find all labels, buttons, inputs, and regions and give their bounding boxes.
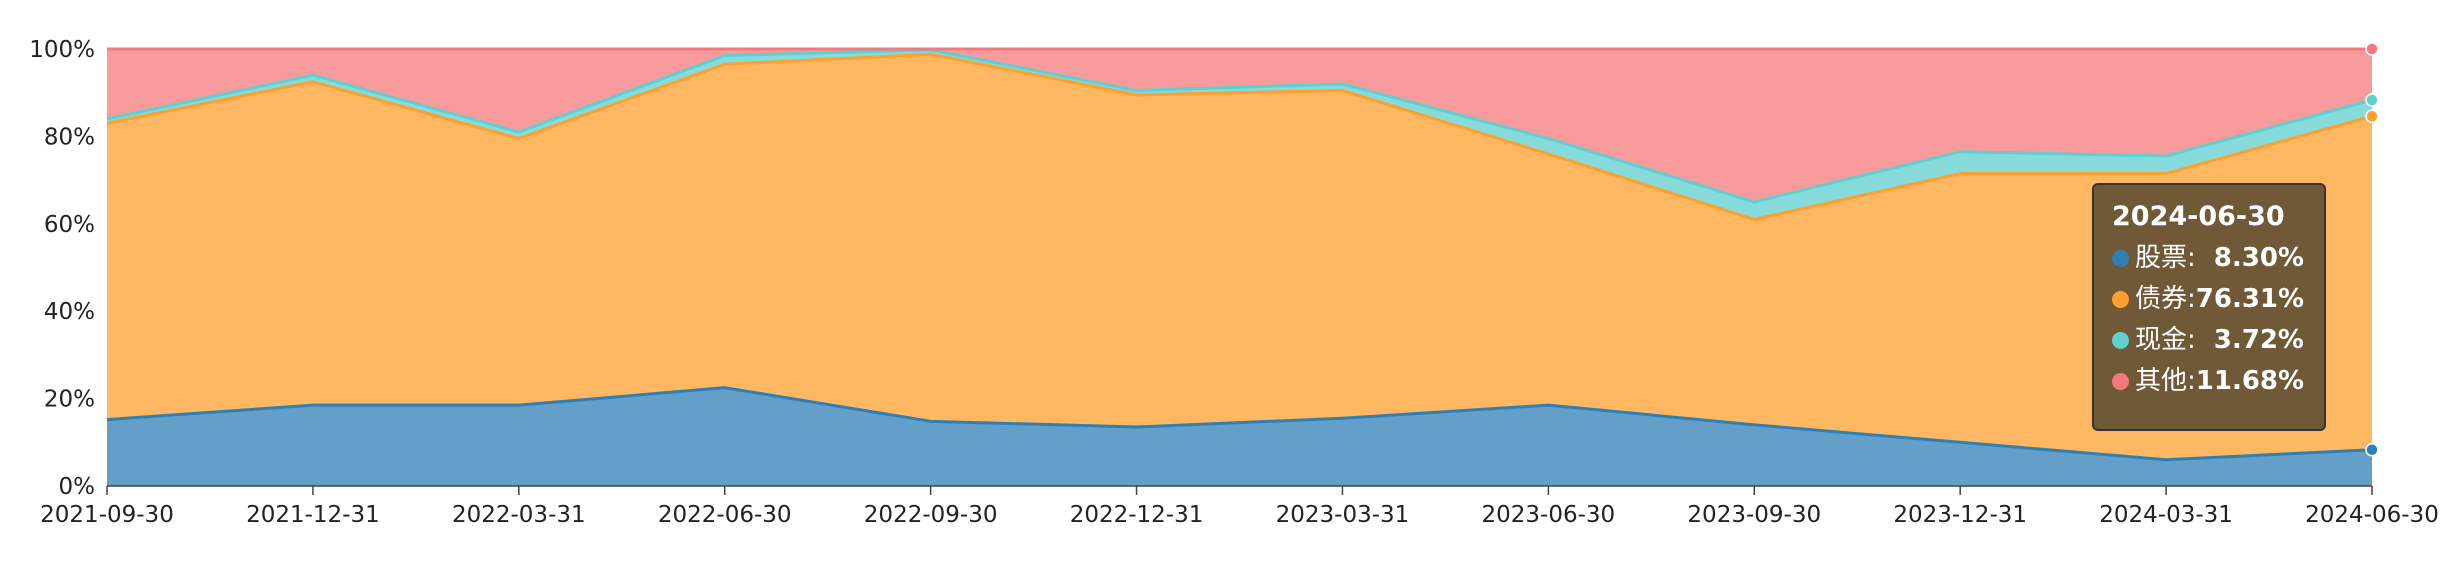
x-tick-label: 2021-12-31 bbox=[246, 502, 380, 528]
axes bbox=[106, 485, 2373, 495]
tooltip-row-cash: 现金: 3.72% bbox=[2112, 320, 2306, 361]
x-tick-label: 2024-03-31 bbox=[2099, 502, 2233, 528]
hover-point-2 bbox=[2365, 109, 2379, 124]
y-tick-label: 0% bbox=[59, 474, 96, 500]
tooltip-value: 3.72% bbox=[2213, 325, 2304, 355]
tooltip-label: 股票: bbox=[2135, 243, 2196, 273]
series-line-1 bbox=[106, 386, 2373, 462]
tooltip-row-stock: 股票: 8.30% bbox=[2112, 238, 2306, 279]
area-1 bbox=[107, 387, 2372, 486]
area-2 bbox=[107, 54, 2372, 460]
bond-color-dot bbox=[2112, 291, 2129, 308]
other-color-dot bbox=[2112, 373, 2129, 390]
x-tick-label: 2022-12-31 bbox=[1070, 502, 1204, 528]
chart-tooltip: 2024-06-30 股票: 8.30% 债券: 76.31% 现金: 3.72… bbox=[2092, 183, 2326, 431]
tooltip-row-other: 其他: 11.68% bbox=[2112, 361, 2306, 402]
series-line-layer bbox=[106, 47, 2373, 462]
tooltip-label: 现金: bbox=[2135, 325, 2196, 355]
tooltip-value: 8.30% bbox=[2213, 243, 2304, 273]
tooltip-label: 债券: bbox=[2135, 284, 2196, 314]
x-tick-label: 2023-12-31 bbox=[1893, 502, 2027, 528]
series-line-2 bbox=[106, 52, 2373, 221]
tooltip-value: 11.68% bbox=[2195, 366, 2305, 396]
tooltip-row-bond: 债券: 76.31% bbox=[2112, 279, 2306, 320]
y-tick-label: 80% bbox=[44, 124, 95, 150]
series-line-3 bbox=[106, 48, 2373, 204]
x-axis-ticks: 2021-09-30 2021-12-31 2022-03-31 2022-06-30… bbox=[40, 502, 2439, 528]
x-tick-label: 2022-06-30 bbox=[658, 502, 792, 528]
x-tick-label: 2021-09-30 bbox=[40, 502, 174, 528]
stock-color-dot bbox=[2112, 250, 2129, 267]
y-axis-ticks: 0% 20% 40% 60% 80% 100% bbox=[29, 37, 95, 500]
x-tick-label: 2024-06-30 bbox=[2305, 502, 2439, 528]
x-tick-label: 2023-09-30 bbox=[1687, 502, 1821, 528]
y-tick-label: 100% bbox=[29, 37, 95, 63]
hover-point-1 bbox=[2365, 442, 2379, 457]
tooltip-value: 76.31% bbox=[2195, 284, 2305, 314]
tooltip-label: 其他: bbox=[2135, 366, 2196, 396]
hover-point-4 bbox=[2365, 42, 2379, 56]
tooltip-title: 2024-06-30 bbox=[2112, 201, 2285, 232]
x-tick-label: 2023-06-30 bbox=[1482, 502, 1616, 528]
area-4 bbox=[107, 48, 2372, 202]
area-series-layer bbox=[107, 48, 2372, 486]
x-tick-label: 2022-09-30 bbox=[864, 502, 998, 528]
hover-markers bbox=[2365, 42, 2379, 457]
hover-point-3 bbox=[2365, 93, 2379, 107]
x-tick-label: 2023-03-31 bbox=[1276, 502, 1410, 528]
cash-color-dot bbox=[2112, 332, 2129, 349]
x-tick-label: 2022-03-31 bbox=[452, 502, 586, 528]
y-tick-label: 60% bbox=[44, 212, 95, 238]
y-tick-label: 20% bbox=[44, 387, 95, 413]
y-tick-label: 40% bbox=[44, 299, 95, 325]
